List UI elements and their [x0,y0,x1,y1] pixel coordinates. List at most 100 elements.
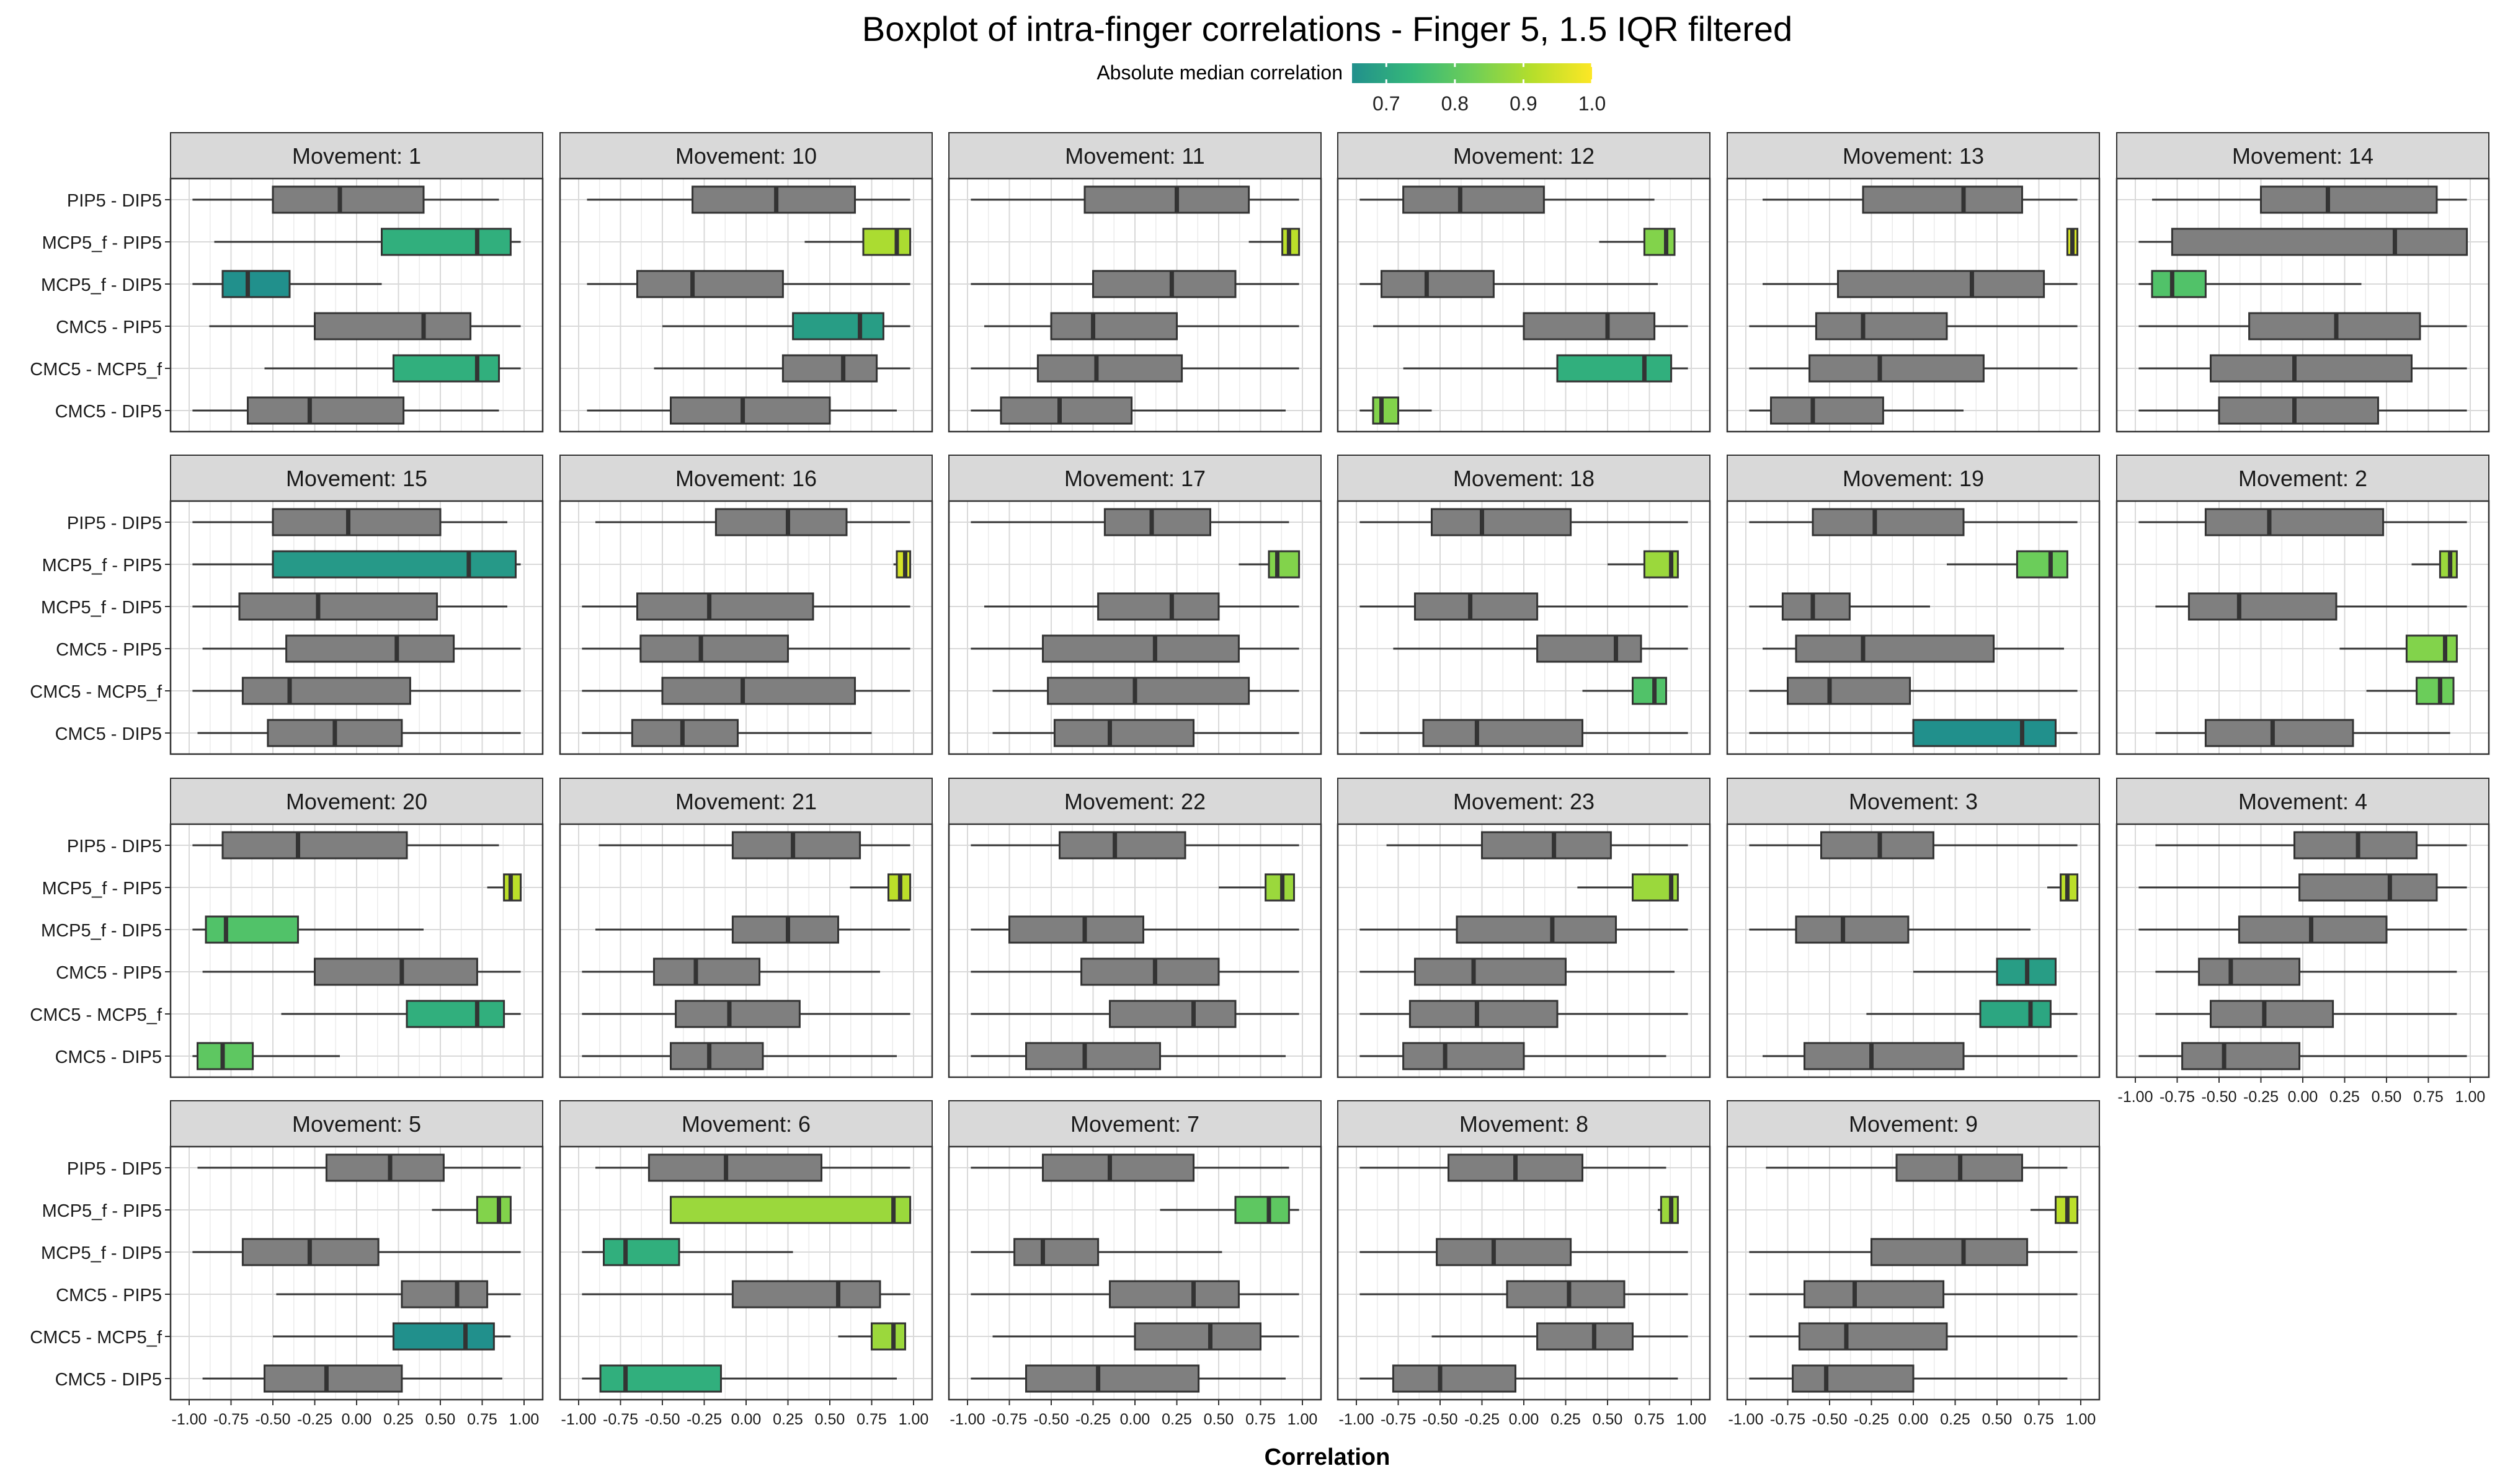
box-iqr [285,634,455,663]
facet-strip [1337,455,1710,502]
panel-border [559,823,933,1078]
boxplot [209,312,521,340]
boxplot [192,831,499,860]
boxplot [281,1000,521,1028]
facet-panel: Movement: 11 [948,132,1322,433]
boxplot [1359,396,1432,425]
box-iqr [381,228,512,256]
box-iqr [1770,396,1884,425]
panel-border [169,177,544,433]
boxplot [2138,228,2468,256]
box-iqr [631,719,739,747]
box-iqr [692,185,856,214]
boxplot [2031,1196,2079,1224]
facet-strip [2116,778,2489,825]
panel-border [948,823,1322,1078]
facet-strip-label: Movement: 14 [2232,143,2373,169]
box-iqr [2171,228,2468,256]
boxplot [670,1196,912,1224]
facet-strip-label: Movement: 13 [1843,143,1984,169]
legend-title: Absolute median correlation [1097,61,1343,84]
facet-strip-label: Movement: 4 [2238,789,2367,814]
x-tick-label: -1.00 [950,1411,985,1428]
x-tick-label: -0.25 [1464,1411,1500,1428]
boxplot [192,592,507,621]
box-iqr [401,1280,489,1308]
boxplot [971,1000,1299,1028]
x-tick-label: 0.00 [1509,1411,1539,1428]
box-iqr [476,1196,512,1224]
box-iqr [670,1042,764,1070]
boxplot [971,354,1299,383]
boxplot [2138,508,2467,536]
box-iqr [1536,1322,1634,1351]
boxplot [1359,957,1675,986]
facet-panel: Movement: 8 -1.00 -0.75 -0.50 -0.25 0.00 0.25 0… [1337,1100,1711,1428]
boxplot [1248,228,1301,256]
panel-border [169,823,544,1078]
box-iqr [2293,831,2418,860]
facet-panel: Movement: 7 -1.00 -0.75 -0.50 -0.25 0.00 0.25 0… [948,1100,1322,1428]
boxplot [2339,634,2458,663]
x-tick-label: 0.25 [1940,1411,1970,1428]
facet-strip [2116,132,2489,179]
boxplot [197,1153,521,1182]
panel-border [1337,500,1711,755]
boxplot [192,1042,340,1070]
legend-tick-label: 0.9 [1510,92,1537,115]
facet-strip-label: Movement: 19 [1843,466,1984,491]
boxplot [1749,354,2078,383]
x-tick-label: 0.00 [342,1411,372,1428]
x-tick-label: 0.50 [1982,1411,2013,1428]
box-iqr [603,1238,680,1266]
box-iqr [1083,185,1250,214]
boxplot [1763,1042,2078,1070]
box-iqr [1372,396,1399,425]
box-iqr [272,550,517,579]
boxplot [202,957,521,986]
boxplot [971,1153,1289,1182]
box-iqr [272,508,442,536]
facet-strip [2116,455,2489,502]
x-tick-label: -0.75 [1770,1411,1805,1428]
facet-strip-label: Movement: 15 [286,466,427,491]
box-iqr [1050,312,1178,340]
y-tick-label: CMC5 - PIP5 [56,640,162,660]
boxplot [582,1000,910,1028]
x-tick-label: 0.75 [2024,1411,2054,1428]
facet-panel: Movement: 12 [1337,132,1711,433]
box-iqr [1013,1238,1100,1266]
facet-panel: Movement: 18 [1337,455,1711,755]
box-iqr [2198,957,2301,986]
box-iqr [1268,550,1301,579]
facet-panel: Movement: 10 [559,132,933,433]
facet-strip [1337,778,1710,825]
facet-panel: Movement: 15 PIP5 - DIP5 MCP5_f - PIP5 MCP5… [30,455,544,755]
y-tick-label: MCP5_f - PIP5 [42,1201,162,1221]
facet-strip [170,1100,543,1147]
box-iqr [675,1000,801,1028]
facet-panel: Movement: 4 -1.00 -0.75 -0.50 -0.25 0.00 0.25 0… [2115,778,2490,1106]
facet-panel: Movement: 13 [1726,132,2101,433]
x-tick-label: 0.75 [1245,1411,1276,1428]
boxplot [587,396,897,425]
facet-panel: Movement: 20 PIP5 - DIP5 MCP5_f - PIP5 MCP5… [30,778,544,1078]
box-iqr [1408,1000,1559,1028]
x-tick-label: 0.50 [425,1411,456,1428]
boxplot [214,228,521,256]
legend-ticks: 0.7 0.8 0.9 1.0 [1372,63,1606,115]
panel-border [948,177,1322,433]
facet-strip-label: Movement: 2 [2238,466,2367,491]
panel-border [1337,177,1711,433]
boxplot [2155,831,2467,860]
box-iqr [1795,915,1910,944]
box-iqr [2405,634,2458,663]
facet-strip-label: Movement: 12 [1453,143,1595,169]
box-iqr [2181,1042,2301,1070]
box-iqr [1804,1042,1965,1070]
boxplot [582,957,880,986]
box-iqr [1000,396,1133,425]
boxplot [971,1364,1286,1393]
box-iqr [221,270,291,298]
x-tick-label: -0.50 [1423,1411,1458,1428]
